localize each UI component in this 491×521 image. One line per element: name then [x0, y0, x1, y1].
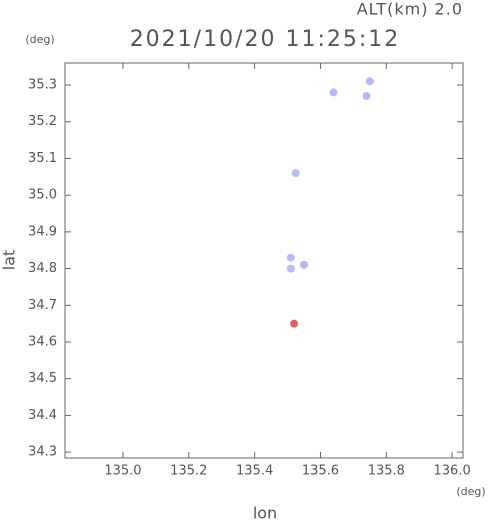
y-unit: (deg)	[25, 33, 54, 46]
y-tick-label: 34.5	[28, 371, 57, 386]
y-tick-label: 35.1	[28, 151, 57, 166]
x-tick-label: 135.8	[368, 464, 405, 479]
y-tick-label: 35.3	[28, 78, 57, 93]
x-axis-label: lon	[253, 504, 277, 521]
x-unit: (deg)	[456, 485, 485, 498]
echo-point	[290, 319, 299, 328]
y-tick-label: 34.4	[28, 408, 57, 423]
y-tick-label: 34.6	[28, 334, 57, 349]
plot-frame	[64, 62, 464, 459]
y-tick-label: 34.9	[28, 224, 57, 239]
echo-point	[299, 260, 308, 269]
y-tick-label: 35.0	[28, 188, 57, 203]
x-tick-label: 135.2	[170, 464, 207, 479]
echo-point	[286, 264, 295, 273]
x-tick-label: 136.0	[434, 464, 471, 479]
echo-point	[329, 88, 338, 97]
altitude-label: ALT(km) 2.0	[357, 0, 463, 19]
y-tick-label: 34.8	[28, 261, 57, 276]
y-tick-label: 34.7	[28, 298, 57, 313]
y-tick-label: 35.2	[28, 114, 57, 129]
x-tick-label: 135.0	[104, 464, 141, 479]
echo-point	[286, 253, 295, 262]
echo-point	[291, 169, 300, 178]
echo-point	[362, 92, 371, 101]
chart-title: 2021/10/20 11:25:12	[130, 27, 401, 52]
y-axis-label: lat	[0, 250, 19, 271]
echo-point	[365, 77, 374, 86]
x-tick-label: 135.4	[236, 464, 273, 479]
x-tick-label: 135.6	[302, 464, 339, 479]
y-tick-label: 34.3	[28, 445, 57, 460]
